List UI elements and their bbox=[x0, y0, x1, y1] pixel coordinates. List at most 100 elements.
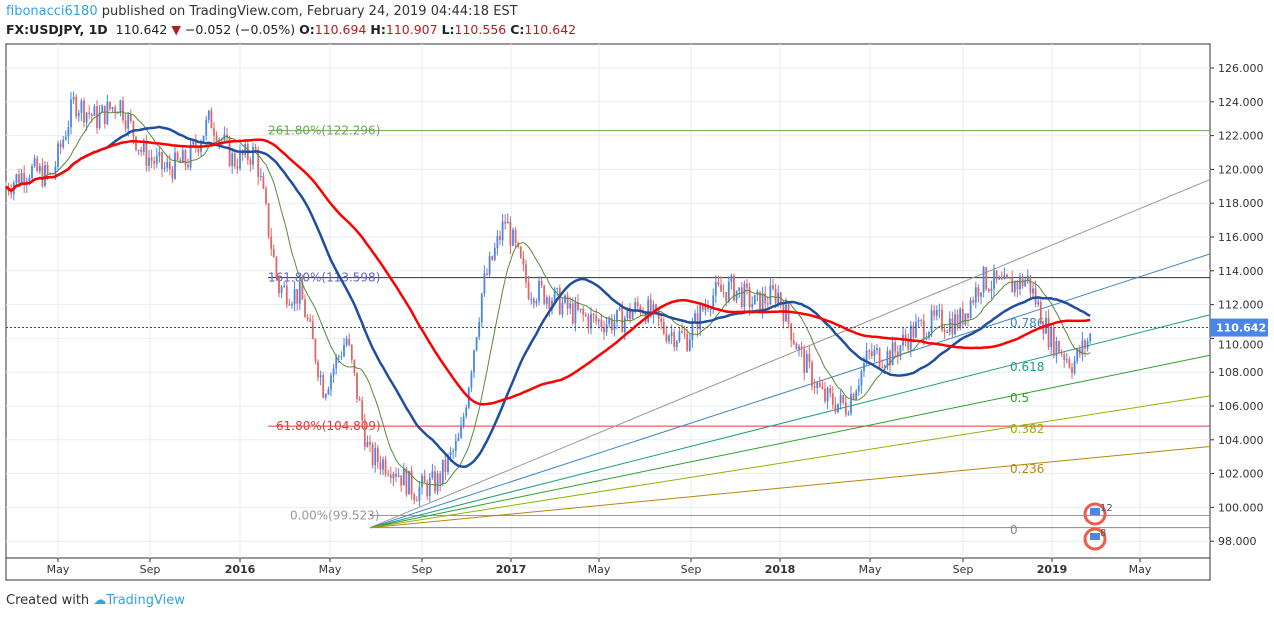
candle-body bbox=[57, 143, 59, 167]
candle-body bbox=[332, 368, 335, 376]
candle-body bbox=[418, 486, 421, 501]
tradingview-link[interactable]: TradingView bbox=[106, 593, 185, 608]
candle-body bbox=[20, 173, 23, 184]
candle-body bbox=[119, 100, 122, 113]
candle-body bbox=[922, 320, 925, 340]
candle-body bbox=[920, 320, 923, 322]
candle-body bbox=[701, 305, 704, 311]
candle-body bbox=[142, 142, 145, 152]
candle-body bbox=[816, 382, 819, 388]
candle-body bbox=[215, 135, 218, 144]
candle-body bbox=[647, 299, 650, 322]
author-link[interactable]: fibonacci6180 bbox=[6, 4, 98, 19]
candle-body bbox=[233, 153, 236, 167]
candle-body bbox=[834, 404, 837, 412]
candle-body bbox=[824, 388, 826, 402]
candle-body bbox=[899, 345, 902, 357]
candle-body bbox=[122, 100, 124, 121]
candle-body bbox=[938, 309, 941, 311]
candle-body bbox=[525, 264, 527, 283]
candle-body bbox=[535, 301, 538, 304]
flag-icon bbox=[1090, 533, 1100, 540]
candle-body bbox=[161, 152, 163, 169]
candle-body bbox=[777, 292, 780, 304]
y-tick-label: 116.000 bbox=[1218, 231, 1264, 244]
candle-body bbox=[499, 236, 501, 241]
y-tick-label: 120.000 bbox=[1218, 163, 1264, 176]
candle-body bbox=[707, 306, 709, 310]
y-tick-label: 118.000 bbox=[1218, 197, 1264, 210]
candle-body bbox=[283, 285, 286, 288]
candle-body bbox=[15, 174, 18, 183]
candle-body bbox=[114, 107, 117, 113]
candle-body bbox=[683, 332, 686, 335]
candle-body bbox=[491, 256, 494, 260]
candle-body bbox=[228, 137, 231, 166]
candle-body bbox=[431, 471, 434, 478]
candle-body bbox=[610, 318, 613, 331]
candle-body bbox=[613, 322, 616, 331]
candle-body bbox=[733, 275, 735, 301]
candle-body bbox=[808, 354, 811, 363]
candle-body bbox=[821, 386, 824, 389]
y-tick-label: 114.000 bbox=[1218, 265, 1264, 278]
candle-body bbox=[639, 306, 642, 313]
ticker-line: FX:USDJPY, 1D 110.642 ▼ −0.052 (−0.05%) … bbox=[6, 22, 576, 37]
x-tick-label: Sep bbox=[953, 563, 974, 576]
candle-body bbox=[44, 165, 46, 186]
candle-body bbox=[176, 152, 179, 160]
candle-body bbox=[699, 305, 702, 330]
candle-body bbox=[881, 366, 884, 368]
candle-body bbox=[314, 339, 317, 362]
candle-body bbox=[587, 315, 590, 329]
candle-body bbox=[132, 121, 135, 137]
candle-body bbox=[655, 304, 657, 310]
candle-body bbox=[850, 393, 852, 414]
candle-body bbox=[33, 158, 36, 166]
high-label: H: bbox=[370, 22, 386, 37]
candle-body bbox=[59, 143, 62, 148]
candle-body bbox=[618, 308, 621, 310]
candle-body bbox=[930, 310, 933, 332]
candle-body bbox=[155, 155, 158, 164]
candle-body bbox=[483, 273, 486, 294]
candle-body bbox=[582, 308, 585, 315]
candle-body bbox=[174, 152, 176, 179]
candle-body bbox=[969, 300, 972, 318]
candle-body bbox=[626, 308, 629, 318]
y-tick-label: 106.000 bbox=[1218, 400, 1264, 413]
candle-body bbox=[163, 167, 166, 169]
candle-body bbox=[197, 147, 200, 153]
candle-body bbox=[85, 112, 88, 123]
candle-body bbox=[566, 295, 569, 309]
candle-body bbox=[28, 178, 31, 182]
candle-body bbox=[878, 348, 881, 367]
candle-body bbox=[795, 343, 798, 350]
candle-body bbox=[787, 304, 790, 324]
candle-body bbox=[327, 389, 330, 395]
candle-body bbox=[140, 149, 143, 152]
candle-body bbox=[717, 282, 720, 285]
candle-body bbox=[402, 468, 405, 486]
candle-body bbox=[31, 165, 33, 179]
candle-body bbox=[792, 340, 795, 344]
candle-body bbox=[301, 282, 304, 300]
open-value: 110.694 bbox=[314, 22, 367, 37]
candle-body bbox=[207, 110, 210, 120]
candle-body bbox=[933, 310, 936, 316]
candle-body bbox=[356, 372, 358, 399]
candle-body bbox=[280, 287, 283, 294]
candle-body bbox=[925, 337, 928, 340]
candle-body bbox=[990, 288, 993, 292]
candle-body bbox=[137, 149, 140, 151]
candle-body bbox=[829, 388, 832, 394]
candle-body bbox=[426, 482, 429, 496]
candle-body bbox=[603, 327, 605, 333]
fan-line bbox=[369, 179, 1211, 529]
candle-body bbox=[1013, 281, 1016, 293]
candle-body bbox=[790, 323, 793, 341]
fib-level-label: 0.00%(99.523) bbox=[290, 508, 379, 522]
candle-body bbox=[857, 385, 860, 392]
candle-body bbox=[1052, 327, 1055, 356]
